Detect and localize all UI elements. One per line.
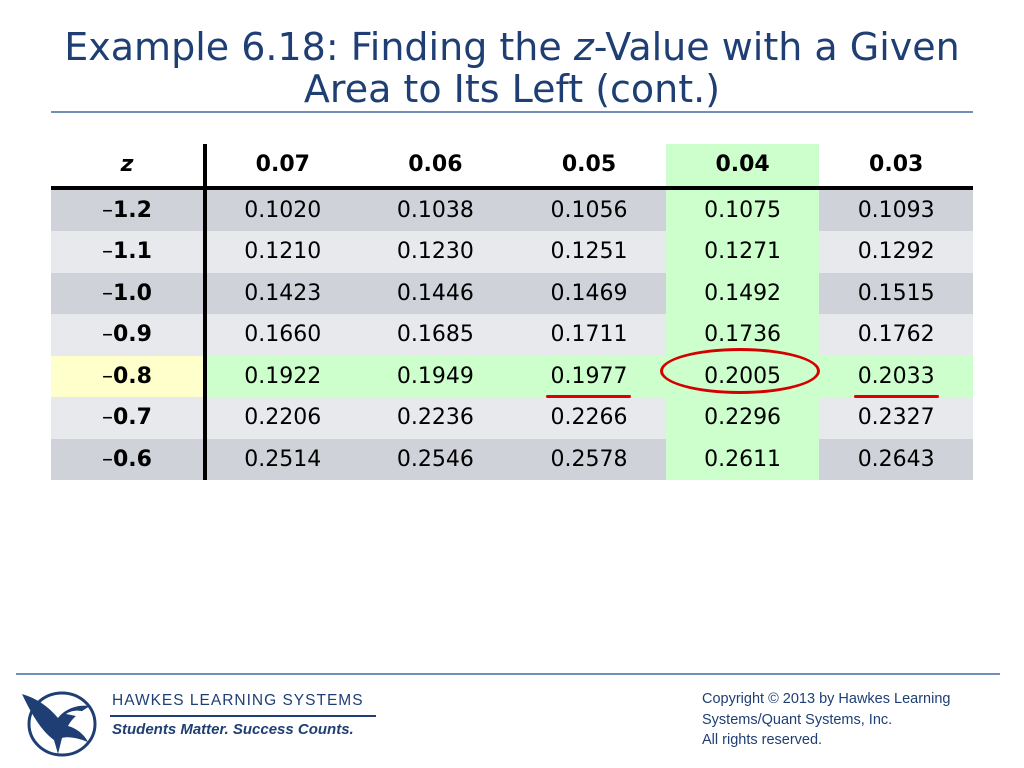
table-cell: 0.2296 xyxy=(665,397,820,439)
table-cell-underlined: 0.2033 xyxy=(819,355,973,398)
z-value-cell: –0.7 xyxy=(51,397,207,439)
table-cell: 0.2514 xyxy=(205,438,359,480)
table-cell: 0.2266 xyxy=(512,397,666,439)
title-divider xyxy=(51,111,973,113)
copyright-line-2: Systems/Quant Systems, Inc. xyxy=(702,711,893,728)
table-cell: 0.2546 xyxy=(358,438,513,480)
table-cell: 0.1292 xyxy=(819,231,973,273)
z-value-cell: –1.1 xyxy=(51,231,207,273)
minus-sign: – xyxy=(102,239,113,265)
minus-sign: – xyxy=(102,405,113,431)
table-cell: 0.1210 xyxy=(205,231,359,273)
table-cell: 0.1492 xyxy=(665,272,820,314)
eagle-logo-icon xyxy=(22,691,97,757)
title-text-z: z xyxy=(573,25,594,69)
z-value: 0.6 xyxy=(113,446,152,472)
copyright-notice: Copyright © 2013 by Hawkes Learning Syst… xyxy=(702,689,1002,751)
table-cell: 0.1660 xyxy=(205,314,359,356)
table-row: –0.9 0.1660 0.1685 0.1711 0.1736 0.1762 xyxy=(51,314,973,356)
table-cell: 0.1469 xyxy=(512,272,666,314)
table-cell: 0.1038 xyxy=(358,187,513,231)
header-z: z xyxy=(51,144,207,190)
header-col-2: 0.05 xyxy=(512,144,666,190)
table-cell: 0.1446 xyxy=(358,272,513,314)
minus-sign: – xyxy=(102,280,113,306)
table-row: –1.1 0.1210 0.1230 0.1251 0.1271 0.1292 xyxy=(51,231,973,273)
table-cell: 0.1251 xyxy=(512,231,666,273)
table-cell: 0.2327 xyxy=(819,397,973,439)
footer-divider xyxy=(16,673,1000,675)
brand-name: HAWKES LEARNING SYSTEMS xyxy=(112,692,364,709)
table-cell: 0.1020 xyxy=(205,187,359,231)
table-row: –1.0 0.1423 0.1446 0.1469 0.1492 0.1515 xyxy=(51,272,973,314)
brand-underline xyxy=(110,715,376,717)
minus-sign: – xyxy=(102,322,113,348)
table-row: –0.6 0.2514 0.2546 0.2578 0.2611 0.2643 xyxy=(51,438,973,480)
table-cell: 0.1230 xyxy=(358,231,513,273)
title-text-a: Example 6.18: Finding the xyxy=(64,25,574,69)
header-col-4: 0.03 xyxy=(819,144,973,190)
table-cell: 0.1515 xyxy=(819,272,973,314)
table-cell: 0.1423 xyxy=(205,272,359,314)
table-cell: 0.2643 xyxy=(819,438,973,480)
table-cell: 0.2578 xyxy=(512,438,666,480)
z-value: 1.1 xyxy=(113,239,152,265)
brand-tagline: Students Matter. Success Counts. xyxy=(112,721,354,738)
z-value: 1.2 xyxy=(113,197,152,223)
z-value: 0.7 xyxy=(113,405,152,431)
minus-sign: – xyxy=(102,363,113,389)
z-value: 1.0 xyxy=(113,280,152,306)
circled-value-wrap: 0.2005 xyxy=(660,347,821,394)
title-line-2: Area to Its Left (cont.) xyxy=(303,67,721,111)
table-cell-circled: 0.2005 xyxy=(660,347,821,397)
z-value-cell: –1.0 xyxy=(51,272,207,314)
table-cell: 0.1922 xyxy=(205,355,359,397)
table-cell: 0.1056 xyxy=(512,187,666,231)
underlined-value: 0.2033 xyxy=(853,363,939,398)
z-value-cell: –0.9 xyxy=(51,314,207,356)
table-cell: 0.1271 xyxy=(665,231,820,273)
z-value-cell: –1.2 xyxy=(51,187,207,231)
minus-sign: – xyxy=(102,446,113,472)
header-col-0: 0.07 xyxy=(205,144,359,190)
table-row: –1.2 0.1020 0.1038 0.1056 0.1075 0.1093 xyxy=(51,187,973,231)
slide-title: Example 6.18: Finding the z-Value with a… xyxy=(40,26,984,110)
table-cell: 0.1093 xyxy=(819,187,973,231)
table-cell: 0.2236 xyxy=(358,397,513,439)
z-value-cell-highlighted: –0.8 xyxy=(51,355,207,397)
title-line-1: Example 6.18: Finding the z-Value with a… xyxy=(40,26,984,68)
table-cell: 0.1075 xyxy=(665,187,820,231)
table-cell: 0.1685 xyxy=(358,314,513,356)
table-cell: 0.1711 xyxy=(512,314,666,356)
z-table-header-row: z 0.07 0.06 0.05 0.04 0.03 xyxy=(51,144,973,190)
highlighted-row: –0.8 0.1922 0.1949 0.1977 0.2005 0.2033 xyxy=(51,347,973,398)
z-value: 0.9 xyxy=(113,322,152,348)
table-row: –0.7 0.2206 0.2236 0.2266 0.2296 0.2327 xyxy=(51,397,973,439)
table-cell-underlined: 0.1977 xyxy=(512,355,666,398)
table-cell: 0.1949 xyxy=(358,355,513,397)
z-value-cell: –0.6 xyxy=(51,438,207,480)
table-cell: 0.2206 xyxy=(205,397,359,439)
table-cell: 0.1762 xyxy=(819,314,973,356)
z-table: z 0.07 0.06 0.05 0.04 0.03 –1.2 0.1020 0… xyxy=(51,144,973,480)
header-col-1: 0.06 xyxy=(358,144,513,190)
z-value: 0.8 xyxy=(113,363,152,389)
title-text-b: -Value with a Given xyxy=(593,25,960,69)
table-cell: 0.2611 xyxy=(665,438,820,480)
copyright-line-3: All rights reserved. xyxy=(702,732,823,748)
copyright-line-1: Copyright © 2013 by Hawkes Learning xyxy=(702,691,951,707)
red-circle-annotation xyxy=(660,347,821,394)
underlined-value: 0.1977 xyxy=(546,363,632,398)
minus-sign: – xyxy=(102,197,113,223)
header-col-3: 0.04 xyxy=(665,144,820,190)
